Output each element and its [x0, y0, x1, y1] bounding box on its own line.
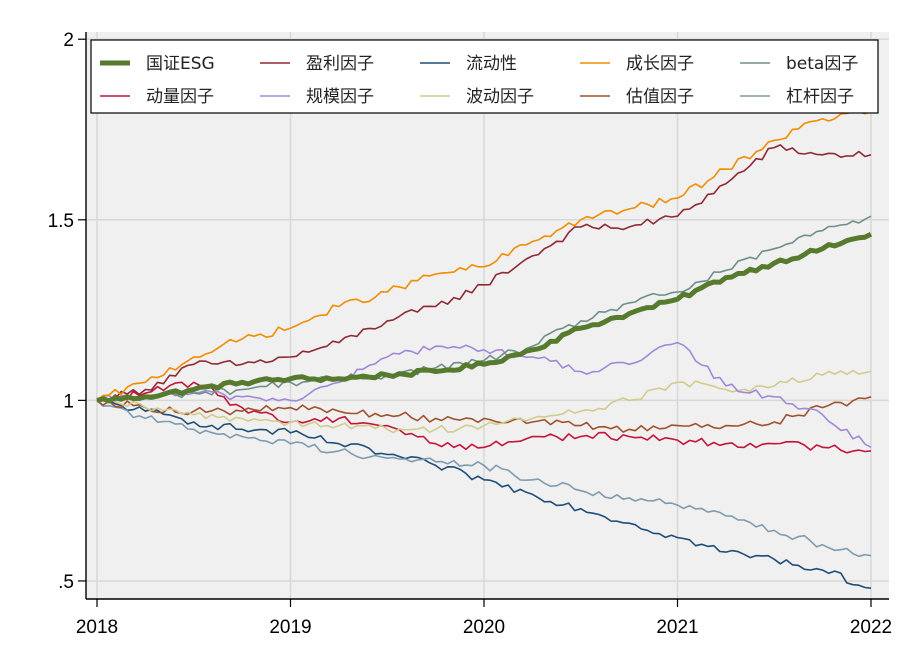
x-tick-label: 2021 — [656, 617, 698, 638]
x-tick-label: 2020 — [463, 617, 505, 638]
legend-label: 国证ESG — [146, 54, 215, 74]
legend-label: 估值因子 — [626, 87, 694, 107]
series-line-7 — [96, 369, 872, 434]
series-line-0 — [96, 231, 873, 404]
x-tick-label: 2022 — [850, 617, 892, 638]
axes: .5 1 1.5 2 2018 2019 2020 2021 2022 — [48, 30, 893, 638]
series-line-8 — [96, 396, 872, 433]
series-line-1 — [96, 144, 872, 403]
legend-label: 流动性 — [466, 54, 517, 74]
legend-box — [90, 39, 879, 114]
series-line-6 — [96, 341, 872, 449]
series-line-3 — [96, 110, 872, 402]
y-tick-label: 2 — [63, 30, 74, 51]
series-line-4 — [96, 215, 872, 402]
legend-label: 盈利因子 — [306, 54, 374, 74]
grid-lines — [86, 32, 889, 599]
legend-label: 杠杆因子 — [786, 87, 854, 107]
plot-area — [86, 32, 889, 599]
legend-label: 波动因子 — [466, 87, 534, 107]
legend-label: 动量因子 — [146, 87, 214, 107]
y-tick-label: .5 — [58, 572, 74, 593]
series-line-2 — [96, 398, 872, 589]
y-tick-label: 1 — [63, 391, 74, 412]
legend-label: 成长因子 — [626, 54, 694, 74]
x-tick-label: 2018 — [76, 617, 118, 638]
legend-label: beta因子 — [786, 54, 858, 74]
series-line-9 — [96, 399, 872, 558]
y-tick-label: 1.5 — [48, 211, 74, 232]
series-layer — [96, 110, 873, 589]
x-tick-label: 2019 — [269, 617, 311, 638]
series-line-5 — [96, 381, 872, 454]
legend-label: 规模因子 — [306, 87, 374, 107]
